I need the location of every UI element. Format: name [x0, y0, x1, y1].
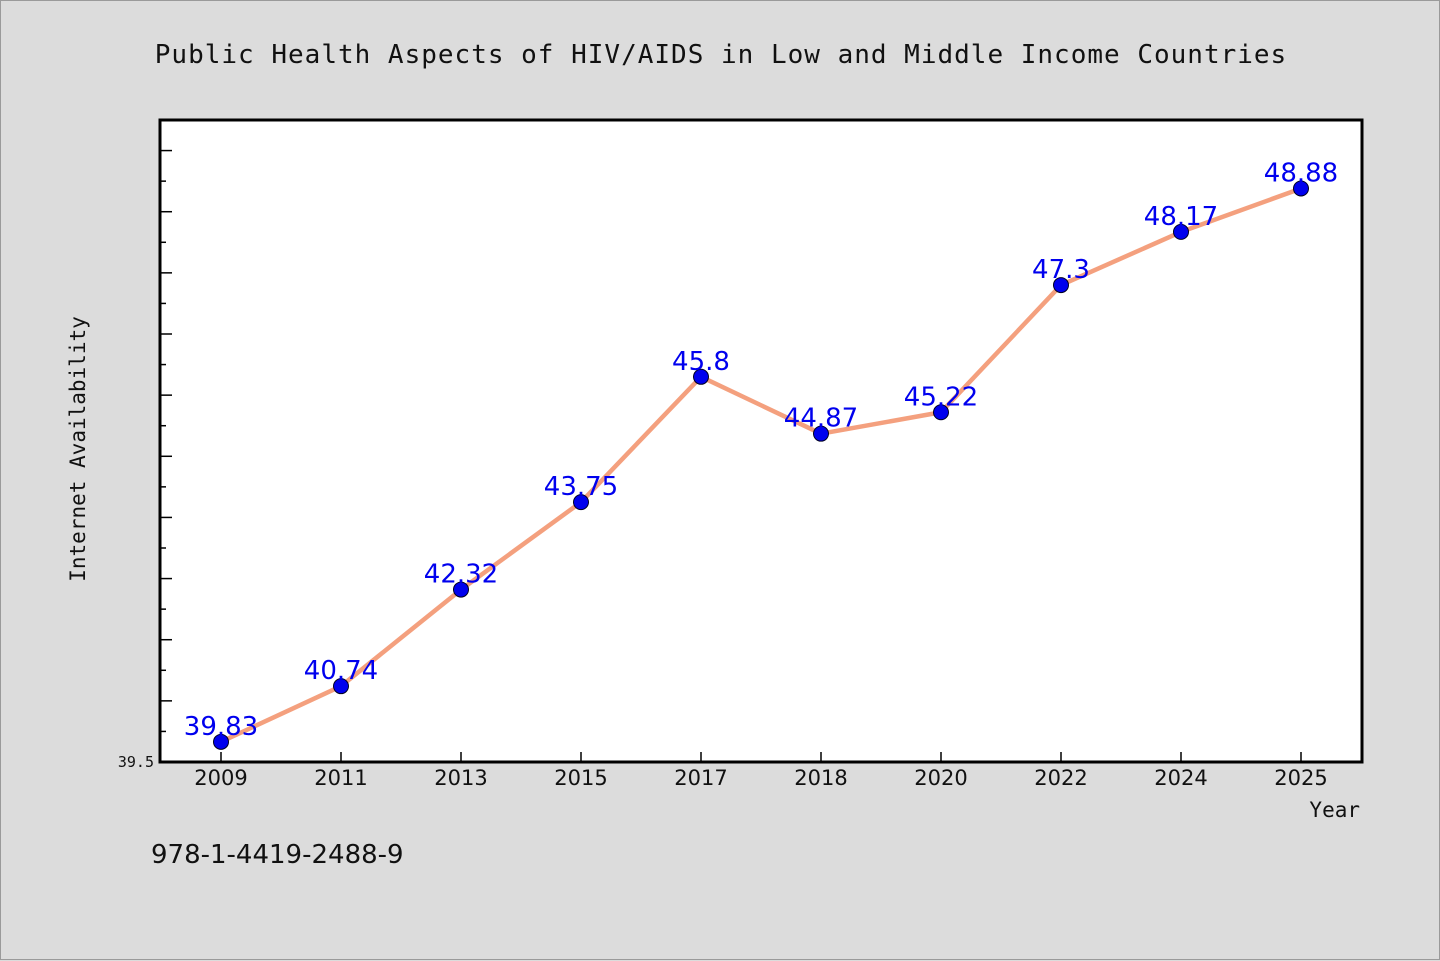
x-axis-label: Year: [1309, 798, 1360, 822]
data-point: [813, 425, 829, 442]
data-point: [693, 368, 709, 385]
plot-area: [158, 118, 1364, 764]
data-point: [213, 733, 229, 750]
data-label: 45.22: [904, 382, 978, 412]
x-tick-label: 2017: [674, 766, 727, 790]
x-tick-label: 2018: [794, 766, 847, 790]
data-label: 48.88: [1264, 158, 1338, 188]
data-label: 48.17: [1144, 202, 1218, 232]
y-tick-label: 39.5: [118, 753, 154, 771]
data-point: [1293, 180, 1309, 197]
data-point: [933, 404, 949, 421]
x-tick-label: 2025: [1274, 766, 1327, 790]
x-tick-label: 2024: [1154, 766, 1207, 790]
data-label: 47.3: [1032, 255, 1090, 285]
y-axis-ticks: [160, 149, 172, 733]
series-line-group: 39.83 40.74 42.32 43.75 45.8 44.87 45.22 47.3 48…: [184, 158, 1338, 750]
x-tick-label: 2011: [314, 766, 367, 790]
x-tick-label: 2020: [914, 766, 967, 790]
data-point: [333, 678, 349, 695]
data-point: [453, 581, 469, 598]
data-label: 40.74: [304, 656, 378, 686]
data-label: 43.75: [544, 472, 618, 502]
data-label: 42.32: [424, 560, 498, 590]
data-point: [1053, 277, 1069, 294]
isbn-text: 978-1-4419-2488-9: [151, 840, 404, 870]
x-tick-label: 2013: [434, 766, 487, 790]
y-axis-label: Internet Availability: [66, 316, 90, 582]
x-tick-label: 2022: [1034, 766, 1087, 790]
data-label: 45.8: [672, 347, 730, 377]
x-axis-ticks: 2009 2011 2013 2015 2017 2018 2020 2022 2024 2025: [194, 752, 1328, 790]
data-point: [573, 494, 589, 511]
data-label: 39.83: [184, 712, 258, 742]
data-point: [1173, 223, 1189, 240]
series-line: [220, 186, 1302, 744]
x-tick-label: 2009: [194, 766, 247, 790]
data-label: 44.87: [784, 404, 858, 434]
x-tick-label: 2015: [554, 766, 607, 790]
chart-title: Public Health Aspects of HIV/AIDS in Low…: [155, 40, 1287, 70]
